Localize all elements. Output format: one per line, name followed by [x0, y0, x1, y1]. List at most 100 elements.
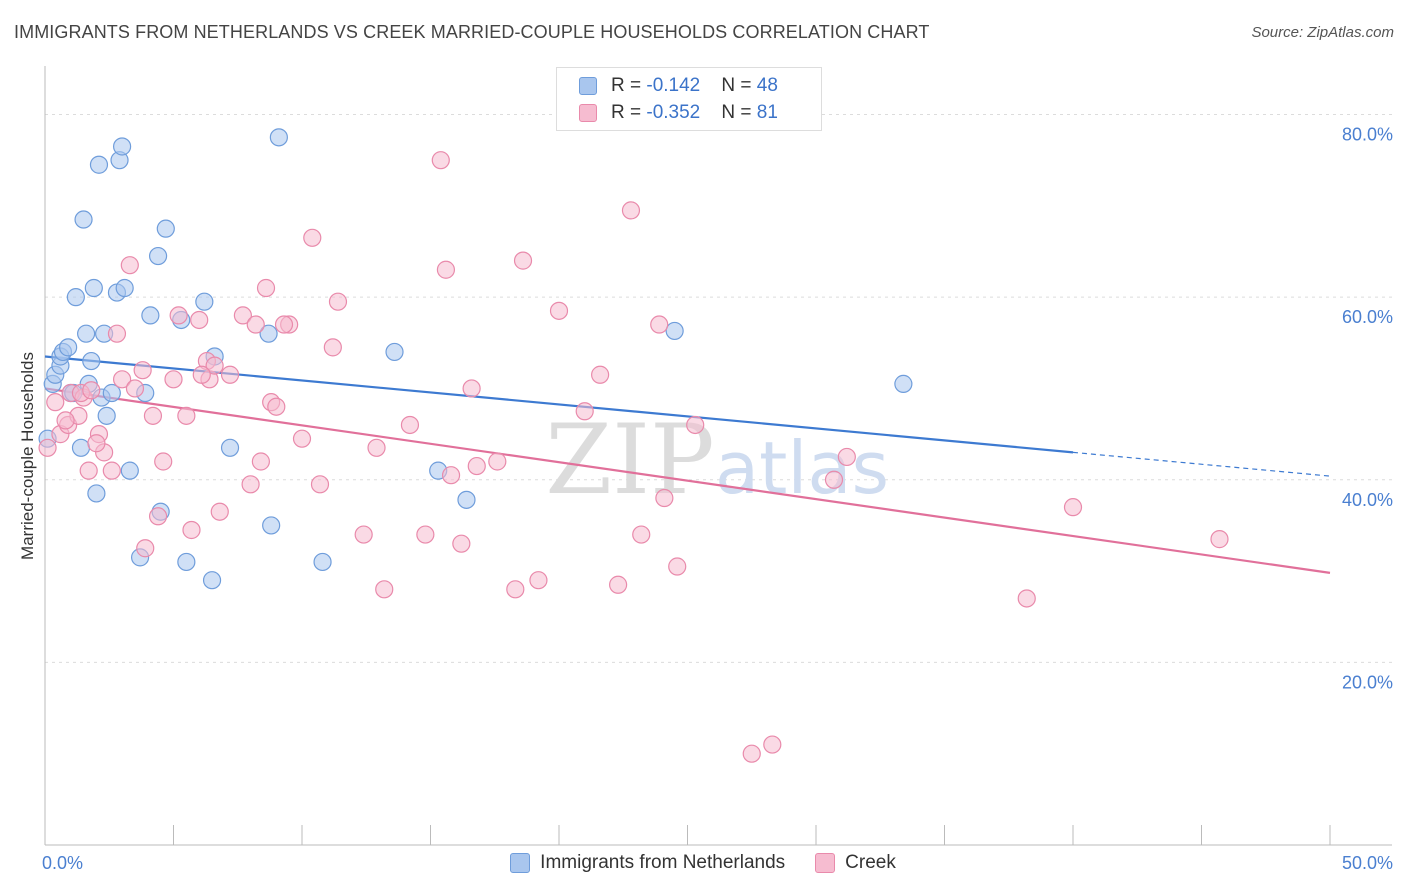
stats-row-creek: R = -0.352 N = 81 [579, 100, 778, 126]
series-legend: Immigrants from Netherlands Creek [0, 852, 1406, 874]
point-creek [310, 475, 330, 494]
point-creek [210, 502, 229, 521]
stats-row-netherlands: R = -0.142 N = 48 [579, 73, 778, 99]
point-netherlands [262, 516, 281, 535]
point-creek [575, 402, 594, 421]
point-netherlands [66, 288, 85, 307]
point-creek [107, 324, 127, 343]
point-netherlands [177, 552, 196, 572]
point-creek [233, 306, 252, 325]
point-creek [164, 370, 183, 389]
point-netherlands [220, 438, 240, 457]
grid-lines [45, 114, 1392, 663]
point-creek [650, 315, 669, 334]
point-creek [621, 201, 641, 220]
data-points [38, 128, 1229, 763]
point-netherlands [894, 374, 913, 393]
point-creek [205, 356, 224, 375]
legend-swatch-creek [579, 104, 597, 122]
point-creek [136, 539, 155, 558]
point-creek [79, 461, 98, 480]
point-netherlands [97, 406, 116, 425]
point-creek [190, 310, 209, 330]
point-netherlands [102, 383, 121, 403]
point-creek [436, 260, 456, 279]
point-netherlands [269, 128, 288, 147]
point-creek [742, 744, 761, 763]
point-creek [488, 452, 507, 471]
chart-title: IMMIGRANTS FROM NETHERLANDS VS CREEK MAR… [14, 22, 930, 42]
point-creek [529, 571, 548, 590]
point-creek [431, 151, 450, 170]
point-netherlands [74, 210, 93, 229]
point-creek [182, 520, 201, 540]
point-creek [400, 415, 420, 435]
point-creek [102, 461, 121, 480]
r-value: -0.352 [646, 102, 701, 123]
point-creek [177, 406, 196, 425]
point-creek [1063, 498, 1083, 517]
point-creek [609, 575, 628, 594]
n-label: N = [721, 102, 757, 123]
point-creek [292, 429, 312, 448]
point-netherlands [84, 278, 103, 298]
point-creek [323, 338, 342, 357]
r-value: -0.142 [646, 75, 701, 96]
point-creek [143, 406, 163, 425]
x-tick-label: 0.0% [42, 853, 83, 873]
point-netherlands [202, 571, 222, 590]
point-netherlands [385, 342, 404, 362]
point-creek [256, 278, 276, 298]
point-creek [251, 452, 270, 471]
point-creek [462, 379, 481, 398]
point-creek [148, 507, 168, 526]
n-value: 81 [756, 102, 778, 123]
legend-item-netherlands: Immigrants from Netherlands [510, 852, 785, 874]
point-creek [46, 393, 65, 412]
x-tick-label: 50.0% [1342, 853, 1393, 873]
point-creek [133, 361, 152, 380]
point-creek [549, 301, 569, 320]
point-creek [246, 315, 265, 334]
point-netherlands [665, 321, 684, 341]
trend-line-netherlands-extension [1072, 451, 1331, 477]
point-netherlands [77, 324, 96, 343]
y-tick-label: 20.0% [1342, 672, 1393, 692]
point-netherlands [89, 155, 109, 174]
chart-source: Source: ZipAtlas.com [1251, 24, 1394, 41]
point-creek [837, 447, 856, 467]
point-netherlands [115, 278, 134, 298]
point-creek [120, 256, 139, 275]
watermark: ZIP atlas [545, 404, 889, 516]
point-creek [274, 315, 294, 334]
trend-line-creek [44, 387, 1331, 574]
point-netherlands [120, 461, 139, 480]
legend-item-creek: Creek [815, 852, 896, 874]
point-netherlands [59, 338, 78, 357]
point-creek [154, 452, 173, 471]
axis-labels: 20.0% 40.0% 60.0% 80.0% 0.0% 50.0% Married-cou… [18, 125, 1393, 873]
point-creek [82, 381, 101, 400]
point-netherlands [112, 137, 132, 156]
point-creek [220, 365, 240, 384]
point-creek [668, 557, 687, 576]
y-tick-label: 60.0% [1342, 307, 1393, 327]
y-tick-label: 80.0% [1342, 125, 1393, 145]
n-value: 48 [756, 75, 778, 96]
point-creek [38, 438, 57, 457]
point-creek [763, 735, 782, 754]
n-label: N = [721, 75, 757, 96]
stats-legend: R = -0.142 N = 48 R = -0.352 N = 81 [556, 67, 822, 131]
point-creek [192, 365, 211, 384]
legend-swatch-netherlands [510, 853, 531, 873]
point-creek [467, 456, 486, 476]
point-creek [112, 370, 132, 389]
point-creek [452, 534, 471, 553]
point-creek [513, 251, 533, 270]
point-creek [1017, 589, 1036, 608]
point-netherlands [87, 484, 106, 503]
point-creek [441, 466, 461, 485]
point-creek [267, 397, 286, 416]
point-netherlands [313, 552, 332, 572]
